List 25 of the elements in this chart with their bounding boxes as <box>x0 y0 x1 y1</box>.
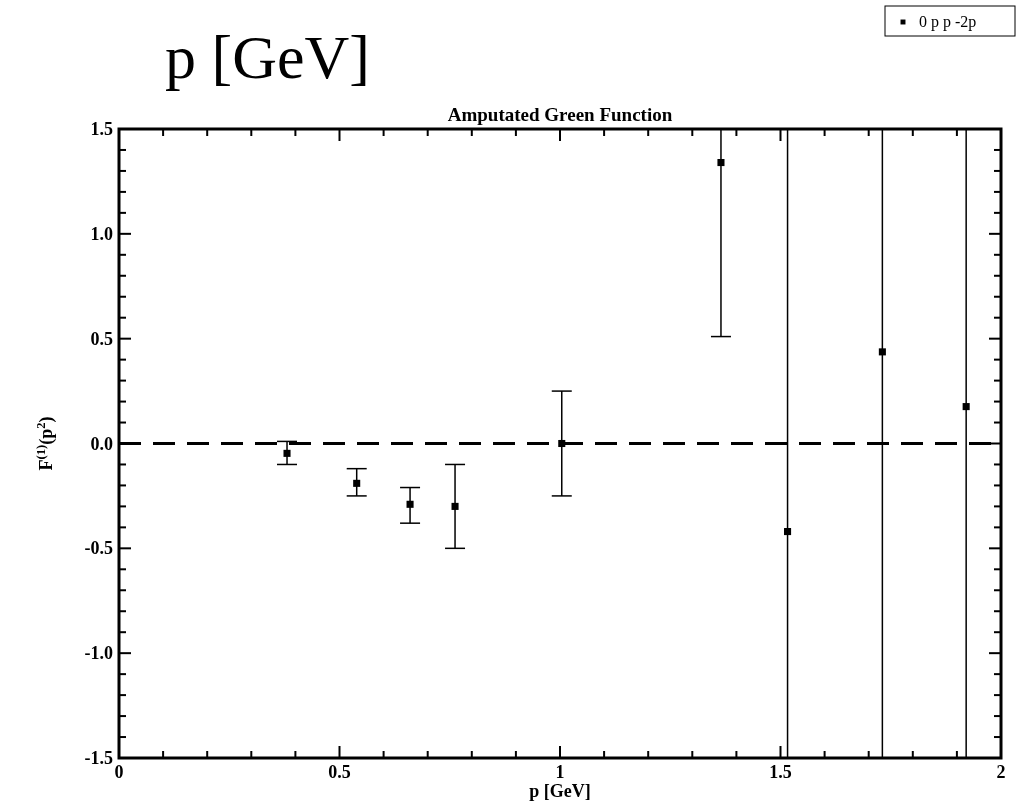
y-tick-label: -1.5 <box>84 748 113 768</box>
y-tick-label: 1.5 <box>90 119 113 139</box>
legend-label: 0 p p -2p <box>919 13 977 31</box>
point <box>353 479 361 487</box>
y-tick-label: -0.5 <box>84 538 113 559</box>
point <box>717 159 725 167</box>
x-tick-label: 1 <box>555 762 565 782</box>
point <box>962 403 970 411</box>
y-tick-label: 0.0 <box>90 433 113 454</box>
text: p [GeV] <box>165 23 370 91</box>
point <box>878 348 886 356</box>
x-tick-label: 1.5 <box>769 762 792 782</box>
x-tick-label: 2 <box>996 762 1006 782</box>
point <box>784 528 792 536</box>
chart-title: Amputated Green Function <box>447 104 673 125</box>
y-tick-label: -1.0 <box>84 643 113 664</box>
y-tick-label: 0.5 <box>90 328 113 349</box>
x-tick-label: 0.5 <box>328 762 351 782</box>
point <box>406 500 414 508</box>
point <box>451 502 459 510</box>
point <box>283 449 291 457</box>
y-tick-label: 1.0 <box>90 223 113 244</box>
point <box>558 439 566 448</box>
x-tick-label: 0 <box>114 762 124 782</box>
x-axis-title: p [GeV] <box>529 781 591 801</box>
